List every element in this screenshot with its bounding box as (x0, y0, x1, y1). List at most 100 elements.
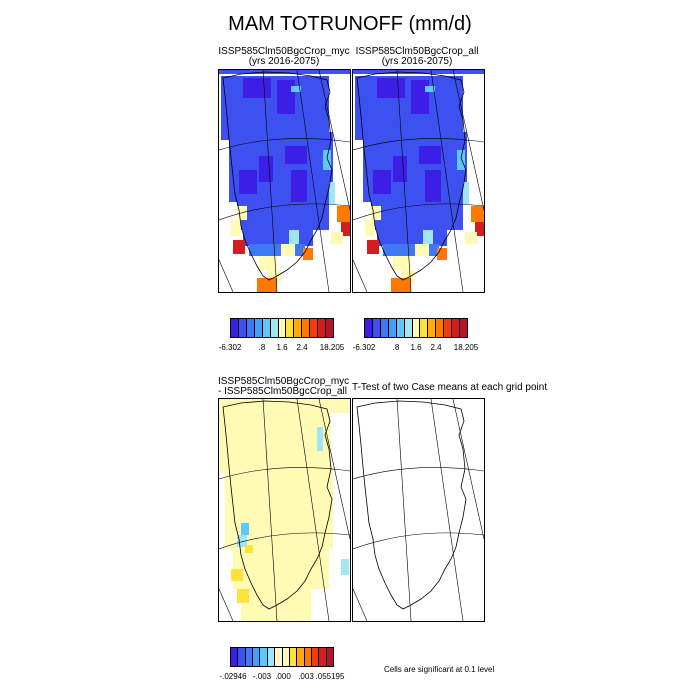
panel1-cell (259, 256, 277, 270)
colorbar-left-swatch (231, 319, 239, 337)
panel1-cell (291, 170, 307, 202)
panel2-cell (365, 220, 375, 236)
panel4-gridline (353, 532, 484, 550)
colorbar-left-swatch (326, 319, 333, 337)
panel1-cell (221, 76, 329, 140)
panel2-cell (425, 86, 435, 92)
colorbar-right-label-min: -6.302 (352, 343, 376, 352)
panel2-cell (457, 150, 465, 170)
panel2-cell (425, 170, 441, 202)
panel1-cell (331, 232, 343, 244)
panel1-gridline (296, 70, 330, 292)
panel2-cell (373, 170, 391, 194)
panel1-cell (337, 206, 350, 222)
colorbar-diff-swatch (267, 648, 276, 666)
panel3-cell (245, 545, 253, 553)
colorbar-left-label: 1.6 (276, 343, 288, 352)
panel4-coastline (356, 400, 467, 610)
colorbar-right-label: 1.6 (410, 343, 422, 352)
panel1-cell (323, 150, 331, 170)
panel1-title-line2: (yrs 2016-2075) (248, 56, 320, 67)
panel4-gridline (396, 399, 412, 621)
panel3-cell (341, 559, 349, 575)
colorbar-left (230, 318, 334, 338)
panel1-coastline (222, 71, 333, 281)
panel2-gridline (353, 259, 368, 292)
colorbar-diff-swatch (245, 648, 254, 666)
significance-note: Cells are significant at 0.1 level (384, 665, 495, 674)
panel4-title-line1: T-Test of two Case means at each grid po… (352, 382, 548, 393)
panel1-cell (231, 220, 241, 236)
panel2-cell (353, 70, 484, 74)
colorbar-diff-label-min: -.02946 (219, 672, 247, 681)
colorbar-right-swatch (436, 319, 445, 337)
panel3-cell (231, 569, 243, 581)
panel4-gridline (452, 399, 484, 540)
panel2-map (352, 69, 485, 293)
panel3-cell (237, 589, 249, 603)
panel3-cell (317, 427, 323, 451)
panel2-cell (367, 240, 379, 254)
colorbar-right (364, 318, 468, 338)
panel1-cell (237, 200, 329, 230)
panel2-cell (391, 278, 411, 292)
panel1-cell (303, 248, 313, 260)
panel1-cell (289, 230, 299, 244)
panel1-title: ISSP585Clm50BgcCrop_myc (yrs 2016-2075) (218, 47, 350, 67)
panel3-gridline (318, 399, 350, 540)
colorbar-diff-swatch (253, 648, 261, 666)
colorbar-left-label: 2.4 (296, 343, 308, 352)
panel1-cell (249, 244, 305, 256)
panel3-gridline (262, 399, 278, 621)
panel2-gridline (353, 203, 484, 221)
panel1-cell (243, 228, 313, 246)
colorbar-right-swatch (444, 319, 453, 337)
panel3-gridline (296, 399, 330, 621)
panel2-cell (437, 248, 447, 260)
panel2-cell (419, 146, 441, 164)
colorbar-left-label-max: 18.205 (319, 343, 345, 352)
colorbar-left-swatch (294, 319, 303, 337)
colorbar-diff-swatch (289, 648, 298, 666)
panel3-gridline (219, 588, 234, 621)
panel2-title-line2: (yrs 2016-2075) (381, 56, 453, 67)
colorbar-diff-swatch (326, 648, 334, 666)
panel1-cell (281, 244, 295, 256)
colorbar-right-swatch (404, 319, 413, 337)
colorbar-right-label-max: 18.205 (453, 343, 479, 352)
colorbar-left-swatch (238, 319, 247, 337)
colorbar-right-swatch (452, 319, 461, 337)
colorbar-left-swatch (270, 319, 279, 337)
panel2-cell (471, 206, 484, 222)
colorbar-diff-swatch (231, 648, 239, 666)
colorbar-diff-label: .000 (275, 672, 291, 681)
panel3-map-plot (219, 399, 350, 621)
panel4-map-plot (353, 399, 484, 621)
panel2-title-line1: ISSP585Clm50BgcCrop_all (355, 46, 479, 57)
panel1-title-line1: ISSP585Clm50BgcCrop_myc (218, 46, 350, 57)
colorbar-right-swatch (412, 319, 421, 337)
panel2-cell (377, 228, 447, 246)
colorbar-left-swatch (262, 319, 271, 337)
panel3-cell (219, 413, 331, 473)
colorbar-right-swatch (380, 319, 389, 337)
panel3-cell (233, 549, 329, 589)
colorbar-diff-swatch (319, 648, 327, 666)
panel4-title: T-Test of two Case means at each grid po… (352, 382, 548, 393)
colorbar-diff-swatch (282, 648, 290, 666)
colorbar-right-label: 2.4 (430, 343, 442, 352)
colorbar-left-label-min: -6.302 (218, 343, 242, 352)
panel1-cell (259, 156, 273, 182)
panel2-cell (423, 230, 433, 244)
panel4-gridline (353, 588, 368, 621)
panel1-cell (243, 78, 271, 98)
panel3-title: ISSP585Clm50BgcCrop_myc - ISSP585Clm50Bg… (218, 377, 349, 397)
panel2-cell (411, 80, 429, 114)
colorbar-left-swatch (278, 319, 287, 337)
panel1-map (218, 69, 351, 293)
colorbar-right-swatch (388, 319, 397, 337)
panel2-map-plot (353, 70, 484, 292)
panel3-coastline (222, 400, 333, 610)
panel2-cell (393, 156, 407, 182)
panel1-gridline (318, 70, 350, 211)
